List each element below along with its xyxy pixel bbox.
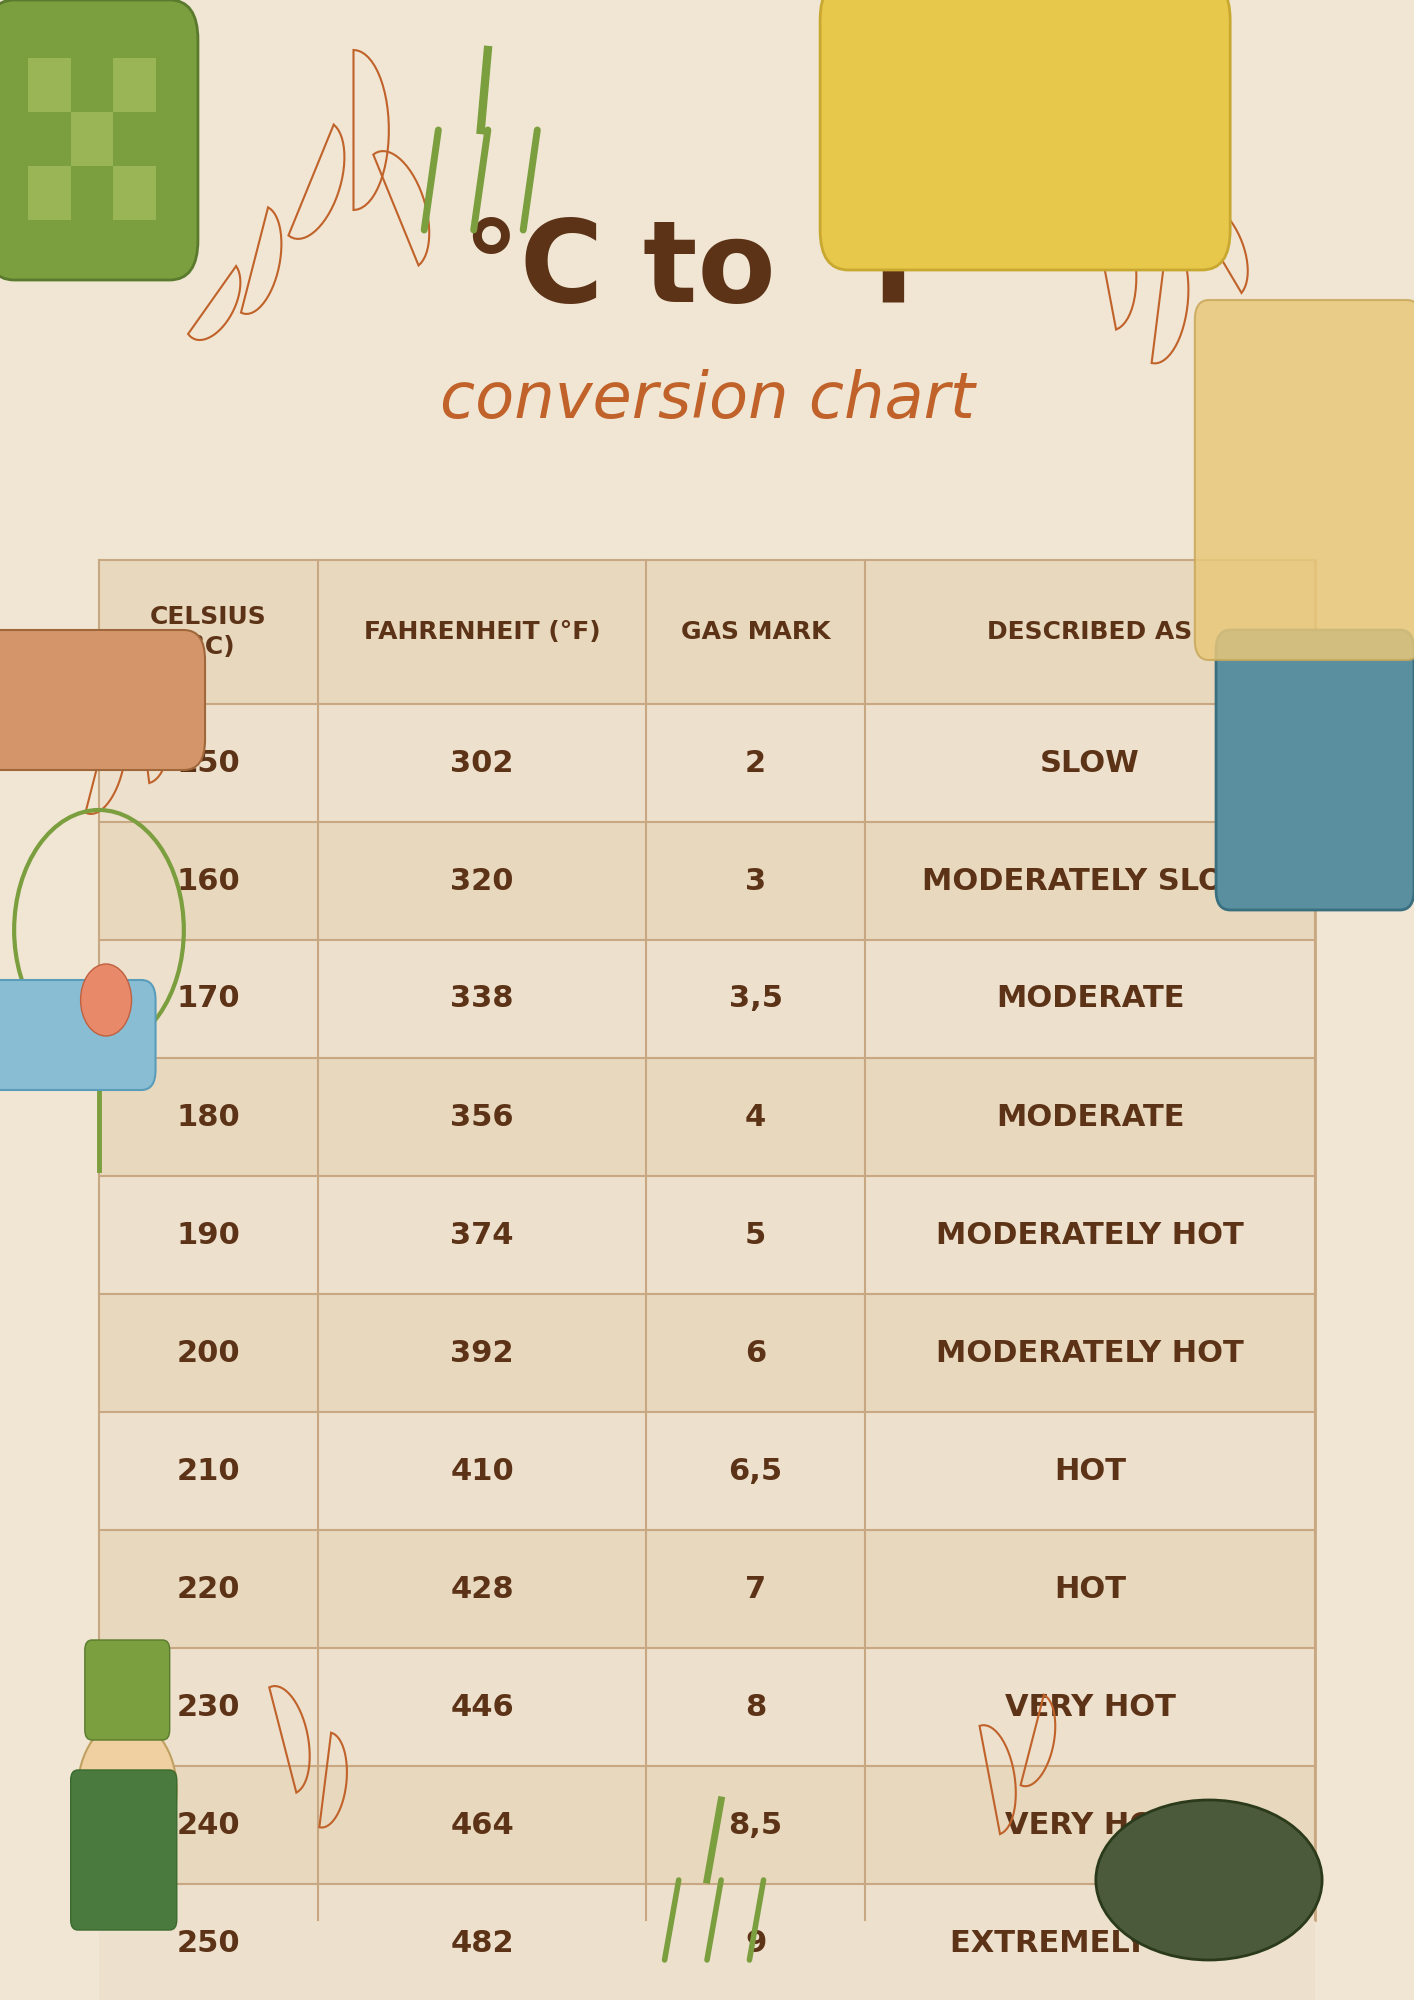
Text: 240: 240	[177, 1810, 240, 1840]
Text: 6,5: 6,5	[728, 1456, 783, 1486]
Bar	[71, 112, 113, 166]
Text: 170: 170	[177, 984, 240, 1014]
Text: 428: 428	[450, 1574, 513, 1604]
Text: 410: 410	[450, 1456, 513, 1486]
Text: VERY HOT: VERY HOT	[1004, 1810, 1175, 1840]
FancyBboxPatch shape	[99, 1766, 1315, 1884]
Text: 210: 210	[177, 1456, 240, 1486]
Text: 9: 9	[745, 1928, 766, 1958]
Text: VERY HOT: VERY HOT	[1004, 1692, 1175, 1722]
Text: 482: 482	[450, 1928, 513, 1958]
FancyBboxPatch shape	[99, 704, 1315, 822]
Text: 302: 302	[450, 748, 513, 778]
Text: 356: 356	[450, 1102, 513, 1132]
Bar	[28, 166, 71, 220]
Text: 180: 180	[177, 1102, 240, 1132]
FancyBboxPatch shape	[0, 980, 156, 1090]
Text: 320: 320	[450, 866, 513, 896]
Text: 8: 8	[745, 1692, 766, 1722]
Text: 338: 338	[450, 984, 513, 1014]
Text: 392: 392	[450, 1338, 513, 1368]
FancyBboxPatch shape	[99, 1648, 1315, 1766]
FancyBboxPatch shape	[99, 1058, 1315, 1176]
FancyBboxPatch shape	[71, 1770, 177, 1930]
Text: 7: 7	[745, 1574, 766, 1604]
Text: 150: 150	[177, 748, 240, 778]
Text: °C to °F: °C to °F	[464, 214, 950, 326]
FancyBboxPatch shape	[99, 1884, 1315, 2000]
FancyBboxPatch shape	[99, 940, 1315, 1058]
Text: 6: 6	[745, 1338, 766, 1368]
Text: CELSIUS
(°C): CELSIUS (°C)	[150, 606, 267, 658]
FancyBboxPatch shape	[99, 822, 1315, 940]
Text: 230: 230	[177, 1692, 240, 1722]
Text: MODERATE: MODERATE	[995, 1102, 1185, 1132]
Text: MODERATELY HOT: MODERATELY HOT	[936, 1338, 1244, 1368]
Text: 200: 200	[177, 1338, 240, 1368]
Text: MODERATE: MODERATE	[995, 984, 1185, 1014]
Bar	[28, 58, 71, 112]
Text: MODERATELY HOT: MODERATELY HOT	[936, 1220, 1244, 1250]
FancyBboxPatch shape	[1195, 300, 1414, 660]
Text: 190: 190	[177, 1220, 240, 1250]
Text: 374: 374	[450, 1220, 513, 1250]
Bar	[113, 166, 156, 220]
Text: 160: 160	[177, 866, 240, 896]
Text: 3: 3	[745, 866, 766, 896]
Text: EXTREMELY HOT: EXTREMELY HOT	[950, 1928, 1230, 1958]
Text: HOT: HOT	[1053, 1456, 1126, 1486]
Text: 2: 2	[745, 748, 766, 778]
Text: HOT: HOT	[1053, 1574, 1126, 1604]
Text: FAHRENHEIT (°F): FAHRENHEIT (°F)	[363, 620, 601, 644]
Text: 3,5: 3,5	[728, 984, 782, 1014]
FancyBboxPatch shape	[99, 1412, 1315, 1530]
FancyBboxPatch shape	[0, 0, 198, 280]
Text: 446: 446	[450, 1692, 513, 1722]
FancyBboxPatch shape	[0, 630, 205, 770]
FancyBboxPatch shape	[99, 1530, 1315, 1648]
FancyBboxPatch shape	[99, 560, 1315, 1920]
Bar	[113, 58, 156, 112]
FancyBboxPatch shape	[1216, 630, 1414, 910]
Text: GAS MARK: GAS MARK	[682, 620, 830, 644]
Text: 250: 250	[177, 1928, 240, 1958]
FancyBboxPatch shape	[820, 0, 1230, 270]
FancyBboxPatch shape	[85, 1640, 170, 1740]
FancyBboxPatch shape	[99, 560, 1315, 704]
Ellipse shape	[1096, 1800, 1322, 1960]
FancyBboxPatch shape	[99, 1176, 1315, 1294]
Text: 5: 5	[745, 1220, 766, 1250]
Text: conversion chart: conversion chart	[440, 368, 974, 432]
FancyBboxPatch shape	[99, 1294, 1315, 1412]
Circle shape	[81, 964, 132, 1036]
Text: 464: 464	[450, 1810, 513, 1840]
Text: 4: 4	[745, 1102, 766, 1132]
Text: DESCRIBED AS: DESCRIBED AS	[987, 620, 1192, 644]
Circle shape	[78, 1720, 177, 1860]
Text: 8,5: 8,5	[728, 1810, 783, 1840]
Text: MODERATELY SLOW: MODERATELY SLOW	[922, 866, 1258, 896]
Text: 220: 220	[177, 1574, 240, 1604]
Text: SLOW: SLOW	[1041, 748, 1140, 778]
